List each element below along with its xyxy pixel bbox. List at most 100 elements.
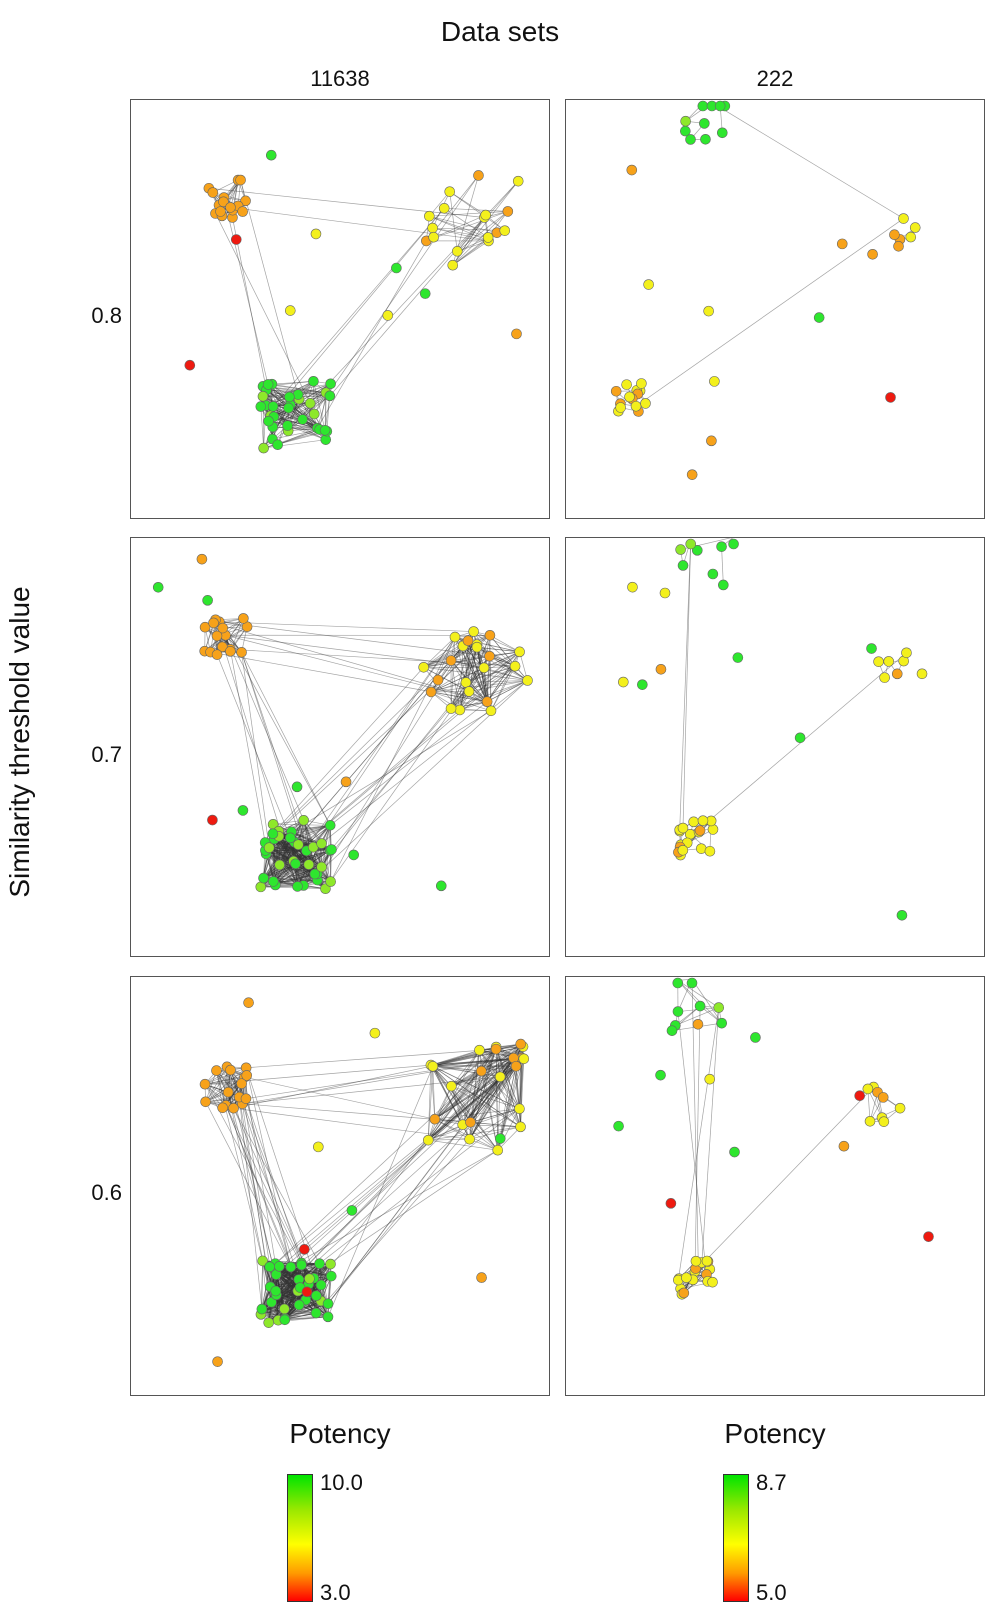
compound-node bbox=[688, 816, 699, 828]
compound-node bbox=[813, 312, 825, 323]
compound-node bbox=[728, 538, 739, 550]
compound-node bbox=[460, 677, 472, 688]
compound-node bbox=[893, 240, 904, 252]
edge bbox=[284, 1300, 322, 1320]
edge bbox=[225, 634, 485, 669]
network-graph bbox=[613, 977, 934, 1300]
edge bbox=[499, 1076, 521, 1127]
edge bbox=[222, 627, 331, 826]
network-panel-222-0.7 bbox=[565, 537, 985, 957]
compound-node bbox=[492, 1144, 504, 1156]
compound-node bbox=[236, 646, 247, 658]
legend-max-left: 10.0 bbox=[320, 1470, 363, 1495]
edge bbox=[486, 651, 520, 702]
edge bbox=[452, 180, 519, 266]
compound-node bbox=[717, 127, 728, 139]
edge bbox=[298, 1108, 520, 1280]
compound-node bbox=[258, 872, 269, 884]
edge bbox=[230, 648, 516, 667]
compound-node bbox=[704, 1073, 716, 1085]
edge bbox=[434, 1118, 521, 1128]
compound-node bbox=[267, 401, 279, 412]
compound-node bbox=[264, 1261, 275, 1273]
compound-node bbox=[308, 375, 319, 387]
compound-node bbox=[923, 1231, 934, 1242]
edge bbox=[268, 1266, 271, 1323]
edge bbox=[497, 1126, 521, 1151]
edge bbox=[275, 864, 309, 886]
edge bbox=[428, 1043, 521, 1141]
edge bbox=[263, 825, 331, 879]
edge bbox=[489, 655, 528, 681]
edge bbox=[279, 864, 315, 875]
compound-node bbox=[677, 822, 689, 834]
edge bbox=[432, 1066, 463, 1125]
edge bbox=[486, 665, 516, 702]
edge bbox=[459, 645, 464, 710]
compound-node bbox=[626, 164, 638, 176]
edge bbox=[272, 429, 320, 440]
edge bbox=[273, 879, 318, 882]
edge bbox=[260, 406, 265, 449]
compound-node bbox=[465, 1116, 476, 1128]
edge bbox=[284, 1303, 329, 1321]
edge bbox=[476, 647, 488, 702]
edge bbox=[489, 635, 528, 681]
edge bbox=[867, 1088, 871, 1122]
compound-node bbox=[672, 977, 684, 989]
edge bbox=[423, 645, 464, 668]
compound-node bbox=[615, 402, 626, 413]
edge bbox=[423, 666, 470, 692]
edge bbox=[278, 836, 322, 868]
edge bbox=[487, 211, 509, 238]
compound-node bbox=[270, 1285, 282, 1297]
edge bbox=[205, 1101, 292, 1268]
edge bbox=[272, 208, 445, 407]
compound-node bbox=[228, 1102, 239, 1114]
edge bbox=[279, 825, 331, 866]
compound-node bbox=[709, 376, 720, 387]
edge bbox=[273, 864, 309, 882]
edge bbox=[263, 405, 267, 449]
edge bbox=[691, 979, 723, 1024]
edge bbox=[284, 1262, 302, 1310]
edge bbox=[295, 636, 456, 865]
network-graph bbox=[618, 538, 928, 921]
edge bbox=[246, 1048, 497, 1069]
edge bbox=[434, 1048, 497, 1120]
compound-node bbox=[418, 661, 429, 673]
edge bbox=[457, 217, 485, 252]
figure-title: Data sets bbox=[440, 16, 560, 47]
edge bbox=[205, 1096, 240, 1103]
compound-node bbox=[716, 1017, 728, 1029]
compound-node bbox=[473, 170, 484, 181]
edge bbox=[635, 218, 904, 407]
edge bbox=[469, 1057, 514, 1140]
compound-node bbox=[292, 881, 303, 892]
edge bbox=[430, 1064, 517, 1067]
edge bbox=[431, 667, 485, 693]
compound-node bbox=[854, 1090, 865, 1102]
compound-node bbox=[212, 1356, 223, 1367]
edge bbox=[266, 850, 307, 855]
edge bbox=[284, 1266, 292, 1309]
edge bbox=[450, 660, 461, 710]
edge bbox=[268, 1264, 302, 1323]
edge bbox=[515, 1066, 520, 1109]
edge bbox=[216, 1070, 227, 1106]
edge bbox=[711, 102, 904, 219]
compound-node bbox=[675, 544, 686, 555]
compound-node bbox=[217, 622, 229, 634]
edge bbox=[263, 863, 296, 879]
edge bbox=[428, 1058, 525, 1141]
edge bbox=[260, 1303, 329, 1315]
compound-node bbox=[391, 262, 402, 274]
edge bbox=[245, 1098, 309, 1285]
edge bbox=[270, 208, 445, 416]
edge bbox=[465, 655, 490, 683]
edge bbox=[470, 1122, 498, 1151]
edge bbox=[216, 654, 291, 838]
compound-node bbox=[905, 231, 917, 243]
edge bbox=[434, 1086, 452, 1120]
compound-node bbox=[678, 1287, 690, 1299]
